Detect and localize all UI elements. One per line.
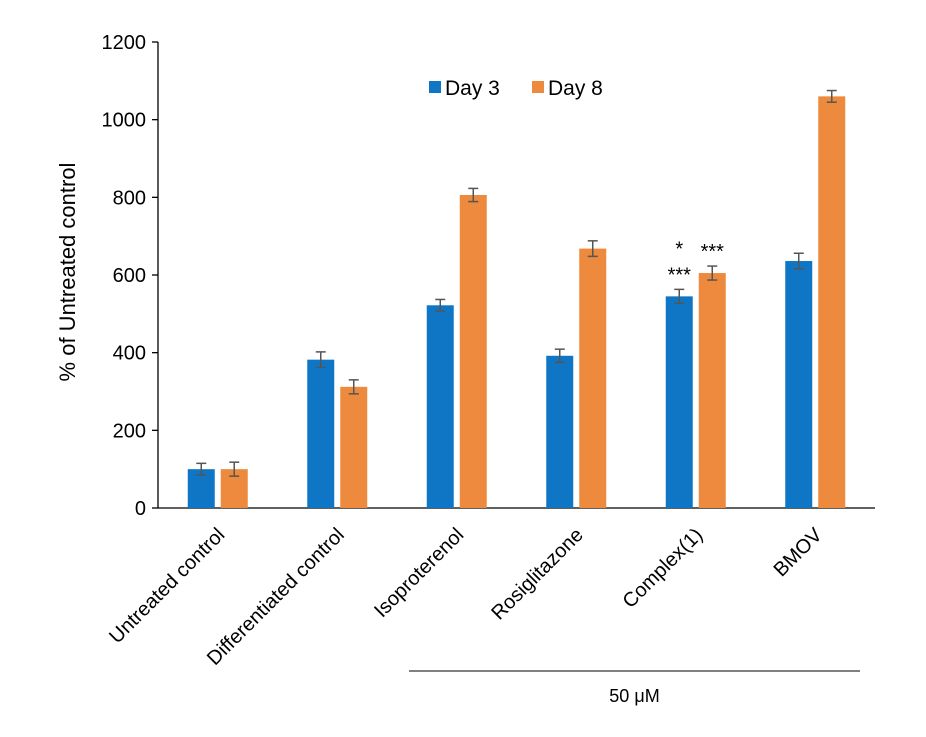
legend-swatch [429,81,441,93]
y-tick-label: 0 [135,498,146,520]
legend: Day 3 Day 8 [429,77,603,100]
bar [426,305,454,508]
x-tick-label: Rosiglitazone [487,524,587,624]
x-tick-label: Untreated control [105,524,229,648]
bar [818,96,846,508]
significance-label: *** [668,264,692,286]
bracket-label: 50 μM [609,686,659,706]
error-bar [587,240,598,258]
error-bar [315,351,326,369]
bar [459,195,487,508]
error-bars-layer [196,89,837,477]
error-bar [196,462,207,476]
group-bracket: 50 μM [409,670,860,706]
y-axis: 0 200 400 600 800 1000 1200 [102,32,159,520]
error-bar [707,265,718,281]
error-bar [554,348,565,364]
error-bar [468,187,479,203]
x-tick-label: BMOV [770,524,828,582]
y-tick-label: 1000 [102,110,147,132]
legend-label: Day 3 [445,77,500,100]
x-tick-label: Isoproterenol [370,524,468,622]
bar [579,248,607,509]
y-tick-label: 800 [113,187,146,209]
y-tick-label: 200 [113,420,146,442]
y-tick-label: 600 [113,265,146,287]
bar [785,261,813,508]
error-bar [435,298,446,312]
significance-label: *** [701,241,725,263]
x-tick-label: Differentiated control [203,524,349,670]
significance-label: * [675,238,683,260]
legend-item: Day 8 [532,77,603,100]
y-tick-label: 400 [113,343,146,365]
legend-swatch [532,81,544,93]
error-bar [348,379,359,395]
y-tick-label: 1200 [102,32,147,54]
y-axis-title: % of Untreated control [55,163,80,382]
bars-layer [187,96,846,509]
bar [307,359,335,508]
bar [665,296,693,508]
error-bar [229,461,240,477]
legend-item: Day 3 [429,77,500,100]
annotations-layer: ******* [668,238,725,286]
error-bar [826,89,837,103]
error-bar [793,252,804,270]
bar [698,273,726,508]
error-bar [674,288,685,305]
bar [340,386,368,508]
x-tick-label: Complex(1) [619,524,708,613]
legend-label: Day 8 [548,77,603,100]
bar [546,355,574,508]
